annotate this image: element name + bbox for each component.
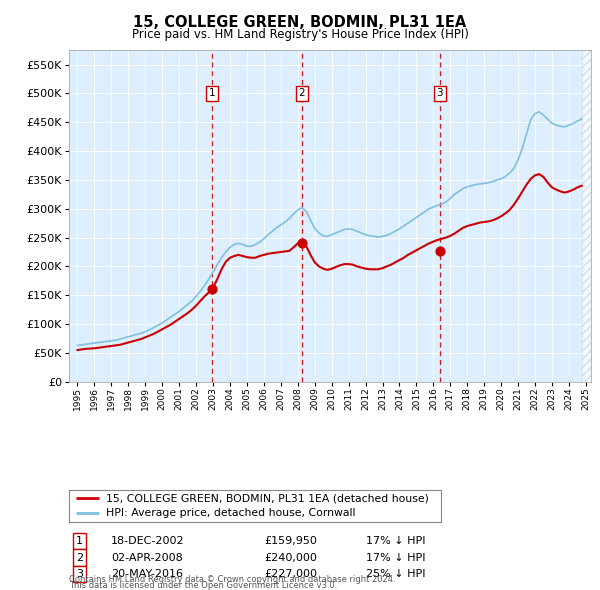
Text: Price paid vs. HM Land Registry's House Price Index (HPI): Price paid vs. HM Land Registry's House … xyxy=(131,28,469,41)
Text: 18-DEC-2002: 18-DEC-2002 xyxy=(111,536,185,546)
Point xyxy=(435,246,445,255)
Text: HPI: Average price, detached house, Cornwall: HPI: Average price, detached house, Corn… xyxy=(106,509,356,519)
Text: 20-MAY-2016: 20-MAY-2016 xyxy=(111,569,183,579)
Point xyxy=(208,285,217,294)
Point xyxy=(297,238,307,248)
Text: 3: 3 xyxy=(437,88,443,99)
Text: 17% ↓ HPI: 17% ↓ HPI xyxy=(366,536,425,546)
Polygon shape xyxy=(581,50,591,382)
Text: 15, COLLEGE GREEN, BODMIN, PL31 1EA: 15, COLLEGE GREEN, BODMIN, PL31 1EA xyxy=(133,15,467,30)
Text: Contains HM Land Registry data © Crown copyright and database right 2024.: Contains HM Land Registry data © Crown c… xyxy=(69,575,395,584)
Text: £159,950: £159,950 xyxy=(264,536,317,546)
Text: 1: 1 xyxy=(76,536,83,546)
Text: 17% ↓ HPI: 17% ↓ HPI xyxy=(366,553,425,562)
Text: 25% ↓ HPI: 25% ↓ HPI xyxy=(366,569,425,579)
Text: 3: 3 xyxy=(76,569,83,579)
Text: 02-APR-2008: 02-APR-2008 xyxy=(111,553,183,562)
Text: 2: 2 xyxy=(299,88,305,99)
Text: This data is licensed under the Open Government Licence v3.0.: This data is licensed under the Open Gov… xyxy=(69,581,337,590)
Text: 1: 1 xyxy=(209,88,215,99)
Text: 15, COLLEGE GREEN, BODMIN, PL31 1EA (detached house): 15, COLLEGE GREEN, BODMIN, PL31 1EA (det… xyxy=(106,493,429,503)
Text: £227,000: £227,000 xyxy=(264,569,317,579)
Text: £240,000: £240,000 xyxy=(264,553,317,562)
Text: 2: 2 xyxy=(76,553,83,562)
